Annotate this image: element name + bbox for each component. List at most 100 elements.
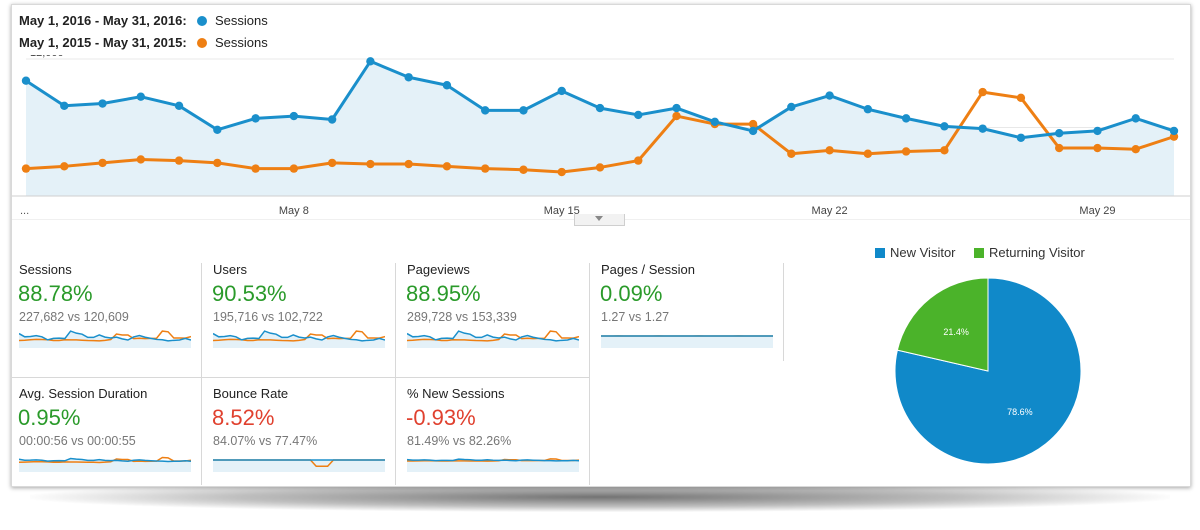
current-sessions-point[interactable]: [595, 103, 605, 113]
previous-sessions-point[interactable]: [98, 158, 107, 168]
previous-sessions-point[interactable]: [1016, 93, 1026, 103]
previous-sessions-point[interactable]: [213, 158, 222, 168]
collapse-chart-button[interactable]: [574, 214, 625, 226]
metric-label: % New Sessions: [407, 386, 505, 401]
pie-legend-new[interactable]: New Visitor: [875, 245, 956, 260]
current-series-dot: [197, 15, 207, 26]
current-sessions-point[interactable]: [1016, 133, 1026, 142]
current-sessions-point[interactable]: [289, 111, 299, 121]
previous-sessions-point[interactable]: [1055, 143, 1064, 153]
metric-tile-avg-session-duration[interactable]: Avg. Session Duration 0.95% 00:00:56 vs …: [12, 383, 194, 491]
visitor-type-pie-chart[interactable]: 78.6% 21.4%: [892, 275, 1092, 475]
previous-sessions-point[interactable]: [863, 149, 873, 158]
previous-sessions-point[interactable]: [825, 146, 834, 155]
previous-sessions-point[interactable]: [251, 164, 260, 173]
current-sessions-point[interactable]: [404, 73, 413, 82]
current-sessions-point[interactable]: [672, 103, 681, 113]
tile-divider: [201, 263, 202, 485]
previous-sessions-point[interactable]: [634, 156, 643, 165]
sparkline: [213, 330, 385, 348]
metric-label: Pages / Session: [601, 262, 695, 277]
metric-change: 0.95%: [18, 405, 81, 430]
metric-comparison: 1.27 vs 1.27: [601, 310, 670, 324]
current-sessions-point[interactable]: [213, 125, 222, 134]
returning-visitor-swatch: [974, 247, 984, 258]
pie-legend-new-label: New Visitor: [890, 245, 956, 260]
current-sessions-point[interactable]: [863, 105, 873, 114]
previous-series-dot: [197, 37, 207, 48]
metric-tile-sessions[interactable]: Sessions 88.78% 227,682 vs 120,609: [12, 259, 194, 367]
current-sessions-point[interactable]: [748, 126, 758, 136]
current-sessions-point[interactable]: [98, 99, 107, 108]
previous-sessions-point[interactable]: [404, 159, 413, 169]
metric-label: Users: [213, 262, 247, 277]
current-sessions-point[interactable]: [1055, 129, 1064, 138]
current-sessions-point[interactable]: [251, 114, 260, 123]
previous-sessions-point[interactable]: [519, 165, 528, 174]
sparkline: [19, 330, 191, 348]
current-sessions-point[interactable]: [940, 122, 949, 131]
legend-current-period[interactable]: May 1, 2016 - May 31, 2016: Sessions: [19, 13, 268, 28]
previous-sessions-point[interactable]: [978, 87, 987, 97]
metric-comparison: 00:00:56 vs 00:00:55: [19, 434, 136, 448]
metric-label: Pageviews: [407, 262, 470, 277]
previous-sessions-point[interactable]: [787, 149, 796, 158]
metric-comparison: 289,728 vs 153,339: [407, 310, 517, 324]
current-sessions-point[interactable]: [557, 86, 566, 96]
current-sessions-point[interactable]: [1169, 126, 1179, 136]
pie-legend-returning-label: Returning Visitor: [989, 245, 1085, 260]
previous-sessions-point[interactable]: [442, 162, 452, 171]
previous-sessions-point[interactable]: [481, 164, 490, 173]
current-sessions-point[interactable]: [442, 81, 452, 90]
previous-sessions-point[interactable]: [595, 163, 605, 172]
x-tick-label: May 22: [812, 205, 848, 217]
current-sessions-point[interactable]: [136, 92, 145, 101]
previous-sessions-point[interactable]: [327, 158, 337, 168]
previous-sessions-point[interactable]: [1093, 143, 1102, 153]
current-sessions-point[interactable]: [481, 106, 490, 115]
current-sessions-point[interactable]: [60, 101, 69, 111]
current-sessions-point[interactable]: [634, 110, 643, 120]
previous-sessions-point[interactable]: [289, 164, 299, 173]
previous-sessions-point[interactable]: [174, 156, 184, 165]
previous-sessions-point[interactable]: [901, 147, 911, 156]
current-sessions-point[interactable]: [1093, 126, 1102, 136]
current-sessions-point[interactable]: [21, 76, 31, 85]
previous-sessions-point[interactable]: [748, 119, 758, 129]
previous-sessions-point[interactable]: [672, 111, 681, 121]
metric-tile-users[interactable]: Users 90.53% 195,716 vs 102,722: [206, 259, 388, 367]
previous-sessions-point[interactable]: [1131, 144, 1140, 154]
previous-sessions-point[interactable]: [60, 162, 69, 171]
previous-sessions-point[interactable]: [557, 167, 566, 177]
current-sessions-point[interactable]: [787, 102, 796, 112]
previous-sessions-point[interactable]: [136, 155, 145, 164]
current-sessions-point[interactable]: [978, 124, 987, 133]
current-sessions-point[interactable]: [519, 106, 528, 115]
sparkline-area: [19, 331, 191, 348]
previous-sessions-point[interactable]: [366, 159, 375, 169]
tile-row-divider: [12, 377, 589, 378]
current-sessions-point[interactable]: [1131, 114, 1140, 123]
current-sessions-point[interactable]: [327, 115, 337, 124]
current-sessions-point[interactable]: [174, 101, 184, 111]
current-sessions-point[interactable]: [710, 117, 719, 126]
current-sessions-point[interactable]: [901, 114, 911, 123]
previous-sessions-point[interactable]: [940, 146, 949, 155]
previous-date-range: May 1, 2015 - May 31, 2015:: [19, 35, 187, 50]
current-sessions-point[interactable]: [366, 57, 375, 66]
current-sessions-point[interactable]: [825, 91, 834, 100]
metric-tile-pageviews[interactable]: Pageviews 88.95% 289,728 vs 153,339: [400, 259, 582, 367]
pie-slice-returning-visitor[interactable]: [896, 277, 989, 372]
new-visitor-swatch: [875, 247, 885, 258]
metric-comparison: 81.49% vs 82.26%: [407, 434, 512, 448]
pie-legend-returning[interactable]: Returning Visitor: [974, 245, 1085, 260]
previous-series-name: Sessions: [215, 35, 268, 50]
metric-tile-bounce-rate[interactable]: Bounce Rate 8.52% 84.07% vs 77.47%: [206, 383, 388, 491]
previous-sessions-point[interactable]: [21, 164, 31, 173]
metric-tile-new-sessions[interactable]: % New Sessions -0.93% 81.49% vs 82.26%: [400, 383, 582, 491]
tile-divider: [783, 263, 784, 361]
legend-previous-period[interactable]: May 1, 2015 - May 31, 2015: Sessions: [19, 35, 268, 50]
metric-label: Bounce Rate: [213, 386, 289, 401]
metric-tile-pages-per-session[interactable]: Pages / Session 0.09% 1.27 vs 1.27: [594, 259, 776, 367]
